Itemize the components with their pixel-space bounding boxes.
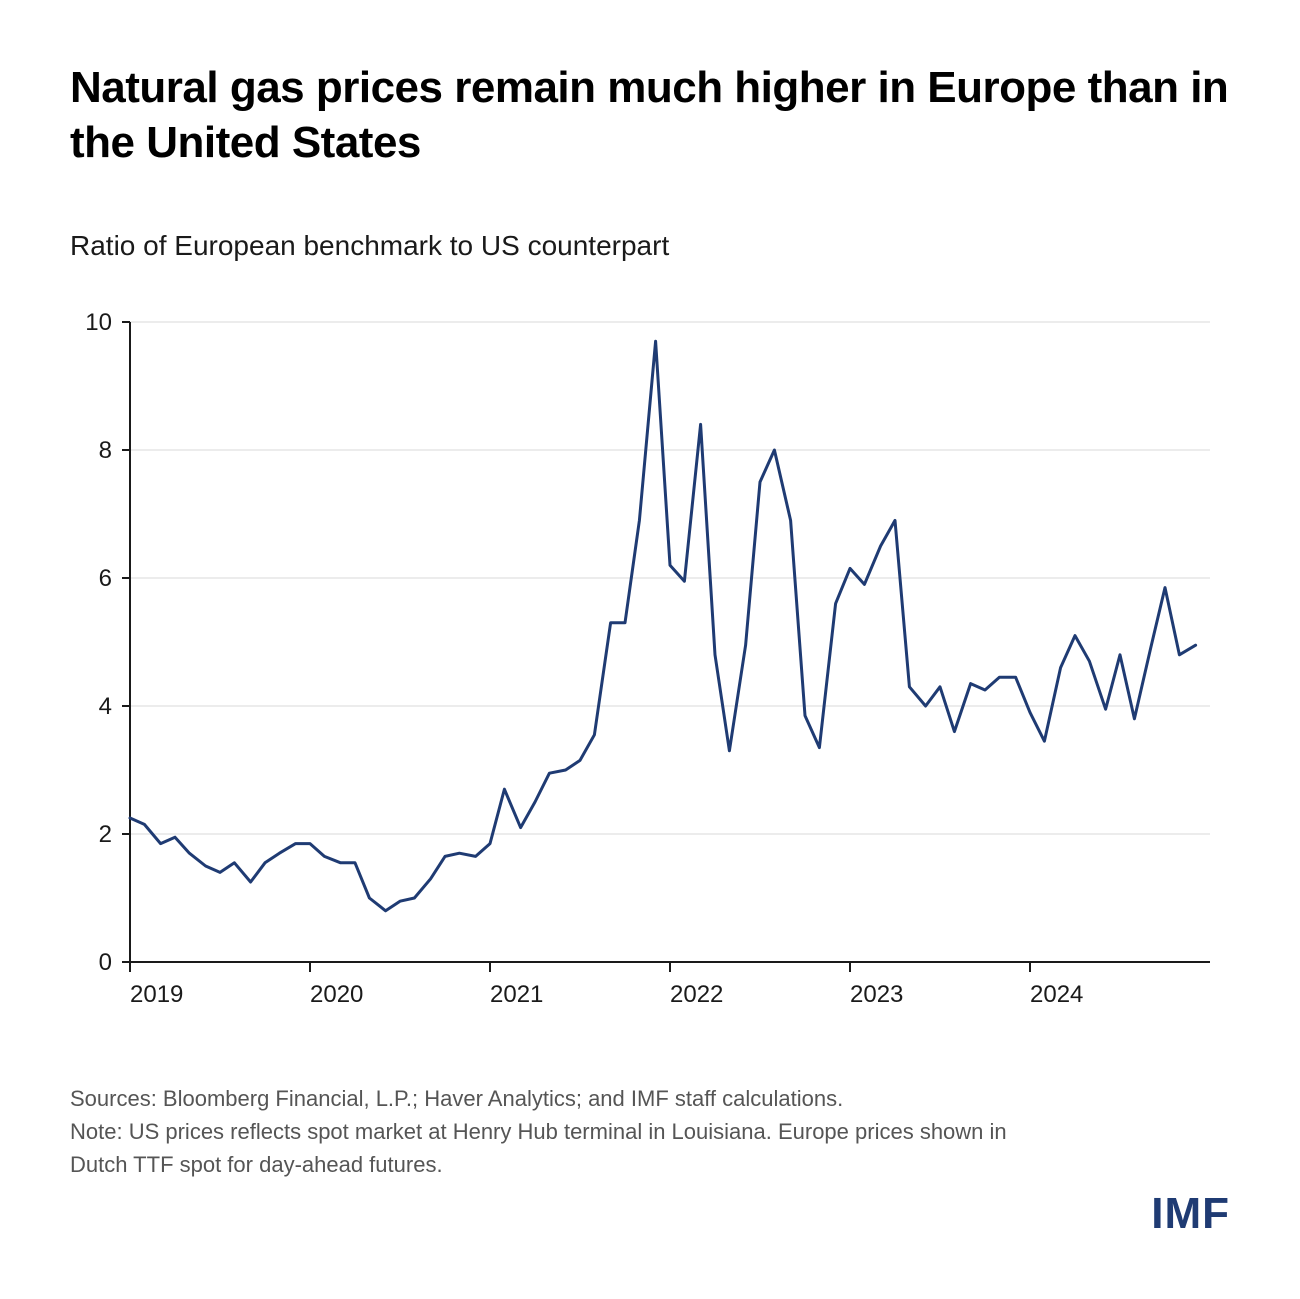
y-tick-label: 6 <box>99 565 112 592</box>
y-tick-label: 8 <box>99 437 112 464</box>
imf-logo: IMF <box>1151 1189 1230 1239</box>
footnote-sources: Sources: Bloomberg Financial, L.P.; Have… <box>70 1082 1050 1115</box>
y-tick-label: 2 <box>99 821 112 848</box>
x-tick-label: 2020 <box>310 981 363 1008</box>
chart-footnotes: Sources: Bloomberg Financial, L.P.; Have… <box>70 1082 1050 1181</box>
footnote-note: Note: US prices reflects spot market at … <box>70 1115 1050 1181</box>
x-tick-label: 2023 <box>850 981 903 1008</box>
x-tick-label: 2022 <box>670 981 723 1008</box>
y-tick-label: 0 <box>99 949 112 976</box>
x-tick-label: 2019 <box>130 981 183 1008</box>
y-tick-label: 4 <box>99 693 112 720</box>
chart-title: Natural gas prices remain much higher in… <box>70 60 1230 170</box>
x-tick-label: 2021 <box>490 981 543 1008</box>
chart-page: Natural gas prices remain much higher in… <box>0 0 1300 1299</box>
x-tick-label: 2024 <box>1030 981 1083 1008</box>
y-tick-label: 10 <box>85 309 112 336</box>
data-line <box>130 341 1196 911</box>
chart-subtitle: Ratio of European benchmark to US counte… <box>70 230 1230 262</box>
chart-area: 0 2 4 6 8 10 2019 2020 2021 2022 2023 2024 <box>70 302 1230 1022</box>
line-chart: 0 2 4 6 8 10 2019 2020 2021 2022 2023 2024 <box>70 302 1230 1022</box>
